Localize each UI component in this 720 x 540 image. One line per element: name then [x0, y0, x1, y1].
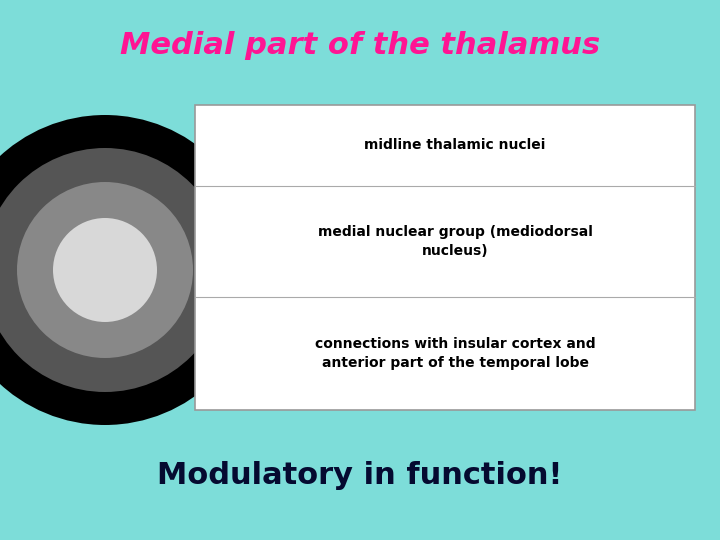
Circle shape [0, 148, 227, 392]
Text: connections with insular cortex and
anterior part of the temporal lobe: connections with insular cortex and ante… [315, 337, 595, 370]
Circle shape [53, 218, 157, 322]
Text: Modulatory in function!: Modulatory in function! [157, 461, 563, 490]
Bar [195, 105, 695, 410]
Circle shape [0, 115, 260, 425]
Circle shape [17, 182, 193, 358]
Text: Medial part of the thalamus: Medial part of the thalamus [120, 31, 600, 60]
Text: medial nuclear group (mediodorsal
nucleus): medial nuclear group (mediodorsal nucleu… [318, 225, 593, 258]
Text: midline thalamic nuclei: midline thalamic nuclei [364, 138, 546, 152]
